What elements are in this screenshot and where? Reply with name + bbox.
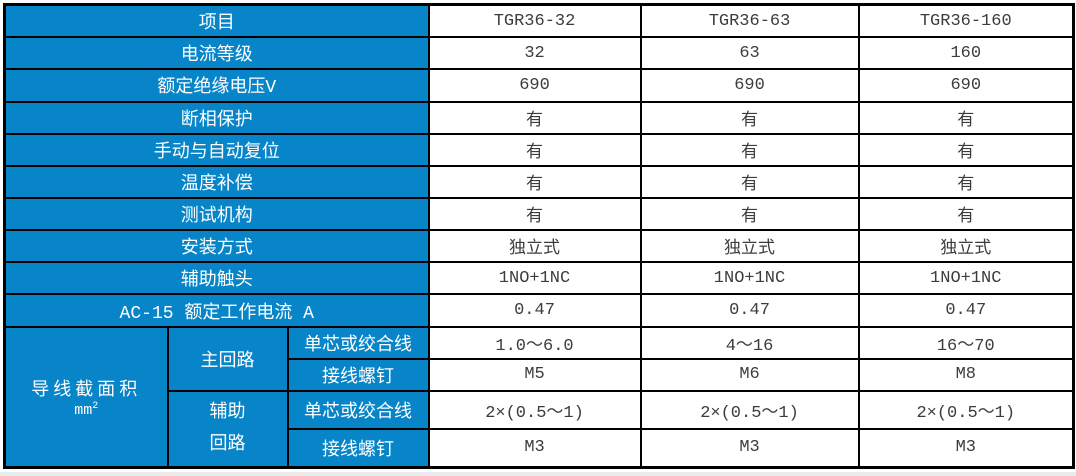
spec-value-cell: 690 <box>427 68 642 103</box>
spec-table: 项目 TGR36-32 TGR36-63 TGR36-160 电流等级 32 6… <box>3 3 1076 469</box>
spec-value-cell: 独立式 <box>427 229 642 264</box>
wire-type-cell: 单芯或绞合线 <box>286 389 430 430</box>
spec-value-cell: 690 <box>857 68 1075 103</box>
spec-value-cell: M3 <box>639 427 860 469</box>
table-row: 接线螺钉 M5 M6 M8 <box>5 357 1075 392</box>
wire-area-unit: mm2 <box>74 400 99 419</box>
spec-row-label: 测试机构 <box>3 197 430 232</box>
spec-value-cell: 1NO+1NC <box>857 261 1075 296</box>
table-row: 安装方式 独立式 独立式 独立式 <box>3 229 1075 264</box>
items-header-cell: 项目 <box>3 3 430 39</box>
spec-value-cell: 2×(0.5～1) <box>857 389 1075 430</box>
aux-circuit-label-line2: 回路 <box>209 434 246 455</box>
spec-row-label: 温度补偿 <box>3 164 430 200</box>
table-row: 测试机构 有 有 有 <box>3 197 1075 232</box>
spec-value-cell: 16～70 <box>857 325 1075 360</box>
table-row: 导线截面积 mm2 主回路 单芯或绞合线 1.0～6.0 4～16 16～70 <box>3 325 1075 469</box>
spec-value-cell: 0.47 <box>857 293 1075 328</box>
spec-value-cell: 63 <box>639 36 860 71</box>
spec-value-cell: 有 <box>639 164 860 200</box>
spec-value-cell: 有 <box>639 100 860 135</box>
spec-value-cell: 有 <box>427 132 642 167</box>
spec-value-cell: 1NO+1NC <box>427 261 642 296</box>
spec-value-cell: 有 <box>857 132 1075 167</box>
spec-value-cell: M6 <box>639 357 860 392</box>
aux-circuit-cell: 辅助 回路 <box>166 389 289 469</box>
table-row: 手动与自动复位 有 有 有 <box>3 132 1075 167</box>
spec-value-cell: 4～16 <box>639 325 860 360</box>
wire-area-group-cell: 导线截面积 mm2 <box>3 325 169 469</box>
spec-value-cell: 有 <box>639 132 860 167</box>
spec-value-cell: 32 <box>427 36 642 71</box>
main-circuit-cell: 主回路 <box>166 325 289 392</box>
page-bottom-edge <box>0 472 1076 476</box>
spec-row-label: AC-15 额定工作电流 A <box>3 293 430 328</box>
wire-area-label: 导线截面积 <box>31 380 142 401</box>
spec-value-cell: 1.0～6.0 <box>427 325 642 360</box>
spec-value-cell: M3 <box>857 427 1075 469</box>
spec-row-label: 手动与自动复位 <box>3 132 430 167</box>
table-row: AC-15 额定工作电流 A 0.47 0.47 0.47 <box>3 293 1075 328</box>
wire-type-cell: 单芯或绞合线 <box>286 325 430 360</box>
spec-value-cell: 有 <box>639 197 860 232</box>
spec-value-cell: 2×(0.5～1) <box>639 389 860 430</box>
spec-value-cell: 有 <box>857 164 1075 200</box>
spec-value-cell: 有 <box>857 197 1075 232</box>
table-row: 辅助 回路 单芯或绞合线 2×(0.5～1) 2×(0.5～1) 2×(0.5～… <box>5 389 1075 469</box>
table-row: 项目 TGR36-32 TGR36-63 TGR36-160 <box>3 3 1075 39</box>
spec-value-cell: 1NO+1NC <box>639 261 860 296</box>
spec-value-cell: M8 <box>857 357 1075 392</box>
table-row: 电流等级 32 63 160 <box>3 36 1075 71</box>
model-column-header: TGR36-32 <box>427 3 642 39</box>
spec-value-cell: 690 <box>639 68 860 103</box>
spec-row-label: 额定绝缘电压V <box>3 68 430 103</box>
spec-value-cell: 有 <box>427 164 642 200</box>
spec-value-cell: 独立式 <box>857 229 1075 264</box>
spec-row-label: 辅助触头 <box>3 261 430 296</box>
spec-row-label: 电流等级 <box>3 36 430 71</box>
spec-value-cell: 有 <box>427 100 642 135</box>
spec-value-cell: 独立式 <box>639 229 860 264</box>
screw-cell: 接线螺钉 <box>286 427 430 469</box>
aux-circuit-label-line1: 辅助 <box>209 402 246 423</box>
screw-cell: 接线螺钉 <box>286 357 430 392</box>
table-row: 断相保护 有 有 有 <box>3 100 1075 135</box>
spec-value-cell: M5 <box>427 357 642 392</box>
model-column-header: TGR36-63 <box>639 3 860 39</box>
spec-row-label: 断相保护 <box>3 100 430 135</box>
spec-value-cell: M3 <box>427 427 642 469</box>
spec-row-label: 安装方式 <box>3 229 430 264</box>
spec-value-cell: 0.47 <box>427 293 642 328</box>
table-row: 额定绝缘电压V 690 690 690 <box>3 68 1075 103</box>
spec-value-cell: 有 <box>427 197 642 232</box>
table-row: 温度补偿 有 有 有 <box>3 164 1075 200</box>
spec-value-cell: 2×(0.5～1) <box>427 389 642 430</box>
table-row: 接线螺钉 M3 M3 M3 <box>5 427 1075 469</box>
model-column-header: TGR36-160 <box>857 3 1075 39</box>
table-row: 辅助触头 1NO+1NC 1NO+1NC 1NO+1NC <box>3 261 1075 296</box>
spec-value-cell: 160 <box>857 36 1075 71</box>
spec-value-cell: 0.47 <box>639 293 860 328</box>
spec-value-cell: 有 <box>857 100 1075 135</box>
